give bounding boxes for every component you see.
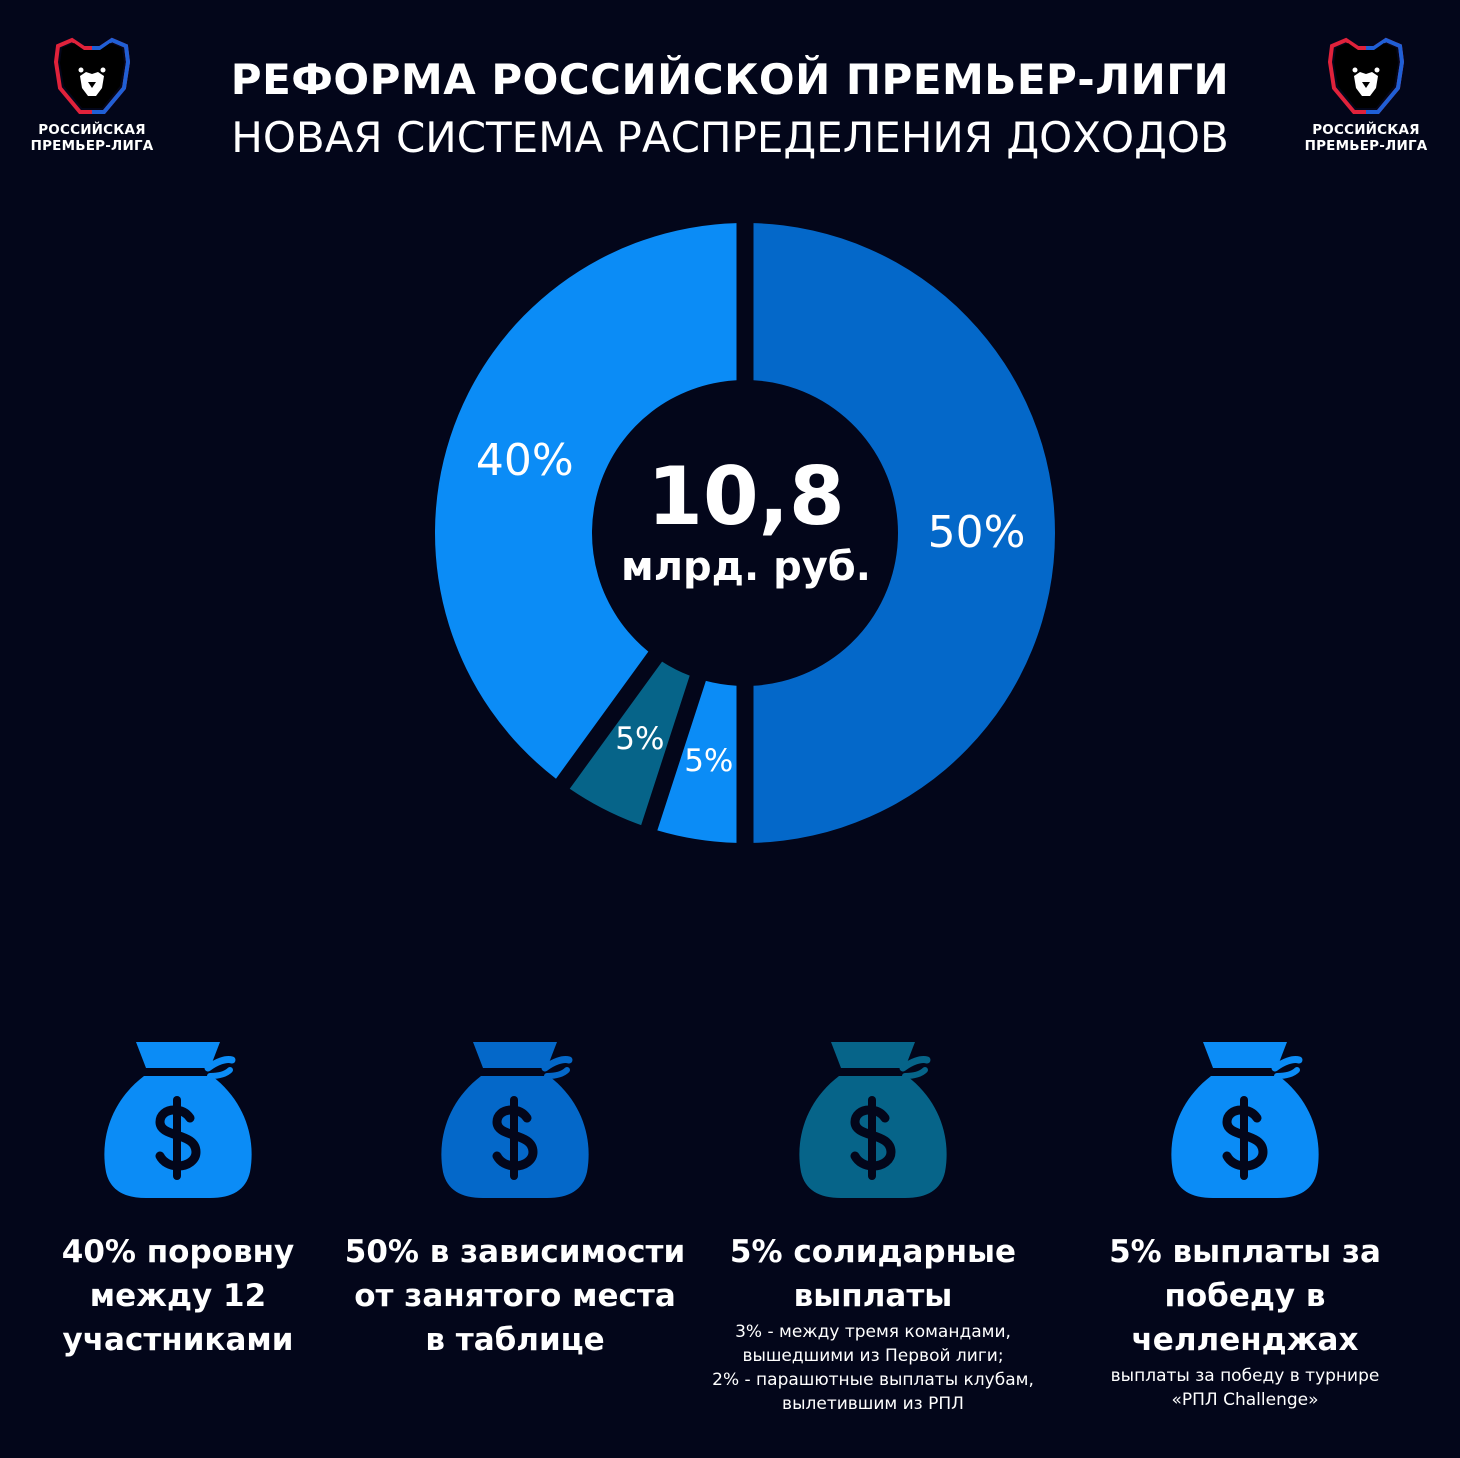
card-note: выплаты за победу в турнире «РПЛ Challen…	[1110, 1366, 1380, 1410]
bear-logo-icon	[53, 37, 131, 114]
logo-text: РОССИЙСКАЯ ПРЕМЬЕР-ЛИГА	[31, 122, 154, 154]
card-note: 3% - между тремя командами, вышедшими из…	[712, 1322, 1034, 1414]
income-card: 50% в зависимости от занятого места в та…	[335, 1040, 695, 1362]
income-breakdown-cards: 40% поровну между 12 участниками 50% в з…	[0, 1040, 1460, 1440]
money-bag-icon	[441, 1042, 589, 1198]
center-unit: млрд. руб.	[621, 544, 871, 590]
page-subtitle: НОВАЯ СИСТЕМА РАСПРЕДЕЛЕНИЯ ДОХОДОВ	[231, 113, 1229, 162]
slice-label: 5%	[615, 720, 665, 757]
page-title: РЕФОРМА РОССИЙСКОЙ ПРЕМЬЕР-ЛИГИ	[230, 55, 1230, 104]
logo-text-line2: ПРЕМЬЕР-ЛИГА	[30, 138, 154, 154]
income-card: 40% поровну между 12 участниками	[0, 1040, 358, 1362]
income-card: 5% выплаты за победу в челленджах выплат…	[1065, 1040, 1425, 1412]
donut-slice	[569, 661, 690, 826]
logo-text: РОССИЙСКАЯ ПРЕМЬЕР-ЛИГА	[1305, 122, 1428, 154]
income-card: 5% солидарные выплаты 3% - между тремя к…	[693, 1040, 1053, 1416]
logo-text-line1: РОССИЙСКАЯ	[38, 122, 146, 138]
donut-chart	[435, 223, 1055, 843]
money-bag-icon	[799, 1042, 947, 1198]
bear-logo-icon	[1327, 37, 1405, 114]
rpl-logo-left: РОССИЙСКАЯ ПРЕМЬЕР-ЛИГА	[22, 36, 162, 166]
card-title: 5% солидарные выплаты	[729, 1234, 1017, 1314]
rpl-logo-right: РОССИЙСКАЯ ПРЕМЬЕР-ЛИГА	[1296, 36, 1436, 166]
donut-slice	[435, 223, 737, 779]
slice-label: 40%	[475, 435, 574, 487]
center-value: 10,8	[647, 450, 845, 543]
logo-text-line2: ПРЕМЬЕР-ЛИГА	[1304, 138, 1428, 154]
card-title: 40% поровну между 12 участниками	[61, 1234, 295, 1358]
card-title: 50% в зависимости от занятого места в та…	[344, 1234, 686, 1358]
money-bag-icon	[104, 1042, 252, 1198]
logo-text-line1: РОССИЙСКАЯ	[1312, 122, 1420, 138]
slice-label: 5%	[684, 743, 734, 780]
money-bag-icon	[1171, 1042, 1319, 1198]
donut-slice	[657, 680, 737, 843]
card-title: 5% выплаты за победу в челленджах	[1109, 1234, 1381, 1358]
slice-label: 50%	[927, 507, 1026, 558]
donut-slice	[753, 223, 1055, 843]
